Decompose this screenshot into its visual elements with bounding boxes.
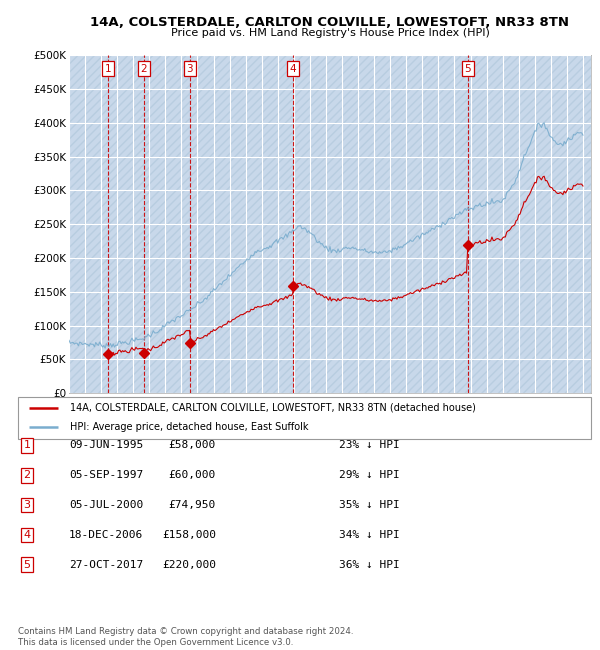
Text: 27-OCT-2017: 27-OCT-2017	[69, 560, 143, 570]
Text: 23% ↓ HPI: 23% ↓ HPI	[339, 440, 400, 450]
Text: Price paid vs. HM Land Registry's House Price Index (HPI): Price paid vs. HM Land Registry's House …	[170, 28, 490, 38]
Text: £158,000: £158,000	[162, 530, 216, 540]
Text: 5: 5	[23, 560, 31, 570]
Text: HPI: Average price, detached house, East Suffolk: HPI: Average price, detached house, East…	[70, 422, 308, 432]
Text: 05-JUL-2000: 05-JUL-2000	[69, 500, 143, 510]
Text: 1: 1	[23, 440, 31, 450]
Text: 29% ↓ HPI: 29% ↓ HPI	[339, 470, 400, 480]
Text: £74,950: £74,950	[169, 500, 216, 510]
Text: 09-JUN-1995: 09-JUN-1995	[69, 440, 143, 450]
Text: 14A, COLSTERDALE, CARLTON COLVILLE, LOWESTOFT, NR33 8TN (detached house): 14A, COLSTERDALE, CARLTON COLVILLE, LOWE…	[70, 403, 475, 413]
Text: 5: 5	[464, 64, 471, 73]
Text: 3: 3	[187, 64, 193, 73]
Text: 34% ↓ HPI: 34% ↓ HPI	[339, 530, 400, 540]
Text: 05-SEP-1997: 05-SEP-1997	[69, 470, 143, 480]
Text: 2: 2	[23, 470, 31, 480]
Text: £60,000: £60,000	[169, 470, 216, 480]
Text: 3: 3	[23, 500, 31, 510]
Text: 1: 1	[105, 64, 112, 73]
Text: Contains HM Land Registry data © Crown copyright and database right 2024.
This d: Contains HM Land Registry data © Crown c…	[18, 627, 353, 647]
Bar	[69, 55, 591, 393]
FancyBboxPatch shape	[18, 396, 591, 439]
Text: £58,000: £58,000	[169, 440, 216, 450]
Text: 2: 2	[140, 64, 148, 73]
Text: 4: 4	[23, 530, 31, 540]
Text: 35% ↓ HPI: 35% ↓ HPI	[339, 500, 400, 510]
Text: 18-DEC-2006: 18-DEC-2006	[69, 530, 143, 540]
Text: 36% ↓ HPI: 36% ↓ HPI	[339, 560, 400, 570]
Text: 14A, COLSTERDALE, CARLTON COLVILLE, LOWESTOFT, NR33 8TN: 14A, COLSTERDALE, CARLTON COLVILLE, LOWE…	[91, 16, 569, 29]
Text: 4: 4	[290, 64, 296, 73]
Text: £220,000: £220,000	[162, 560, 216, 570]
